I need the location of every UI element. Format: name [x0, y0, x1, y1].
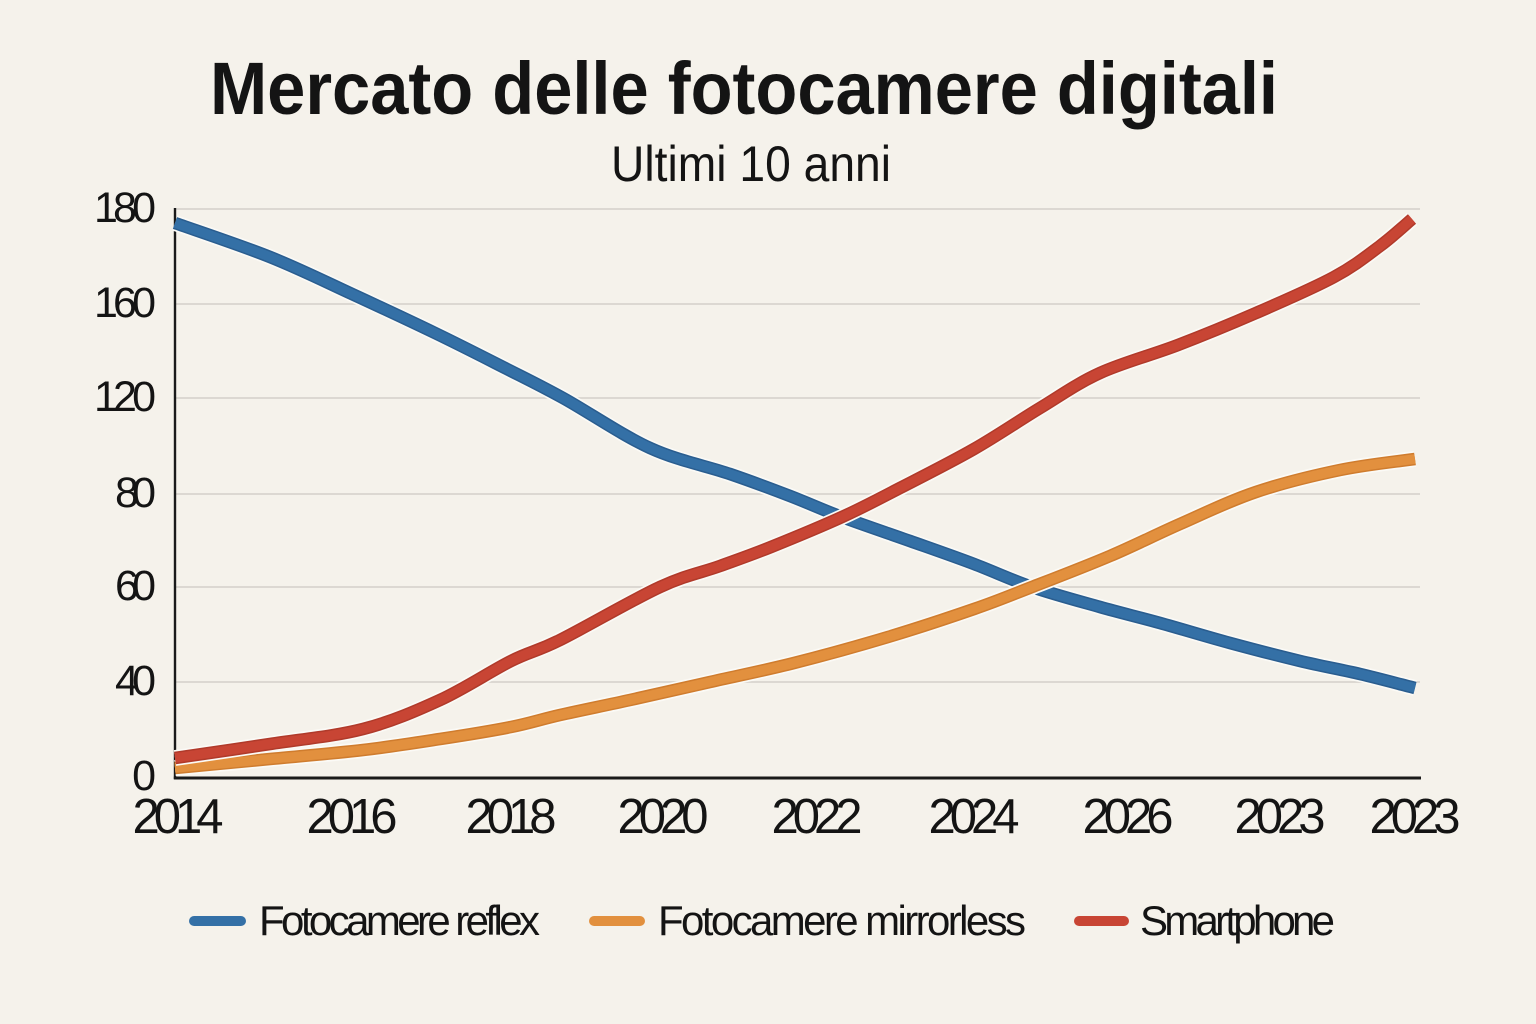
- svg-text:2020: 2020: [618, 790, 709, 844]
- svg-text:2014: 2014: [133, 790, 224, 844]
- svg-text:2016: 2016: [307, 790, 398, 844]
- svg-text:60: 60: [115, 562, 156, 610]
- svg-text:2026: 2026: [1083, 790, 1174, 844]
- svg-text:Ultimi 10 anni: Ultimi 10 anni: [611, 136, 891, 192]
- svg-text:2023: 2023: [1370, 790, 1461, 844]
- svg-text:Smartphone: Smartphone: [1140, 897, 1335, 944]
- svg-text:2024: 2024: [929, 790, 1020, 844]
- svg-text:2018: 2018: [466, 790, 557, 844]
- svg-text:80: 80: [115, 469, 156, 517]
- svg-text:Mercato delle fotocamere digit: Mercato delle fotocamere digitali: [210, 47, 1278, 130]
- svg-text:0: 0: [132, 752, 156, 800]
- svg-text:2023: 2023: [1235, 790, 1326, 844]
- svg-text:120: 120: [94, 373, 156, 421]
- svg-text:180: 180: [94, 184, 156, 232]
- svg-text:Fotocamere mirrorless: Fotocamere mirrorless: [658, 897, 1026, 944]
- svg-text:40: 40: [115, 657, 156, 705]
- svg-text:160: 160: [94, 279, 156, 327]
- svg-text:Fotocamere reflex: Fotocamere reflex: [259, 897, 540, 944]
- svg-text:2022: 2022: [772, 790, 863, 844]
